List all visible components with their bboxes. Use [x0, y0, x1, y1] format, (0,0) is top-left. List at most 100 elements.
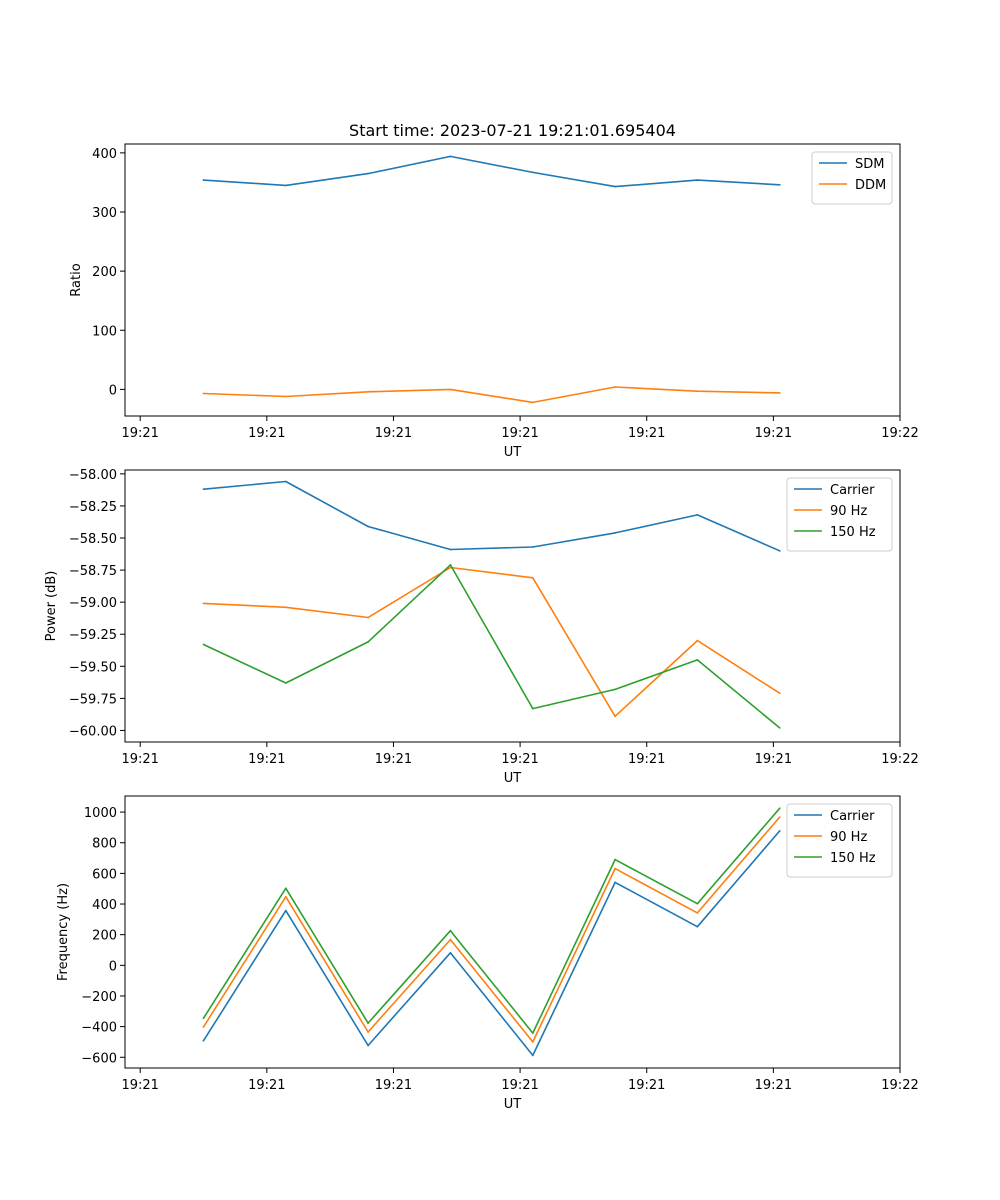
data-point [284, 395, 287, 398]
y-tick-label: 1000 [84, 806, 117, 821]
data-point [449, 388, 452, 391]
data-point [696, 639, 699, 642]
legend-label: 90 Hz [830, 830, 867, 845]
x-tick-label: 19:21 [755, 1078, 792, 1093]
y-tick-label: 200 [92, 265, 117, 280]
x-tick-label: 19:21 [121, 426, 158, 441]
y-tick-label: 200 [92, 929, 117, 944]
data-point [531, 546, 534, 548]
x-tick-label: 19:21 [375, 426, 412, 441]
data-point [614, 386, 616, 388]
series-line-carrier [202, 830, 781, 1057]
series-line-90-hz [203, 566, 781, 718]
subplot-1: 19:21 19:21 19:21 19:21 19:21 19:21 19:22 0 100 2… [69, 143, 919, 460]
legend-label: Carrier [830, 809, 875, 824]
y-tick-label: −59.50 [69, 660, 117, 675]
data-point [778, 392, 781, 394]
data-point [367, 390, 370, 393]
data-point [449, 929, 452, 932]
x-tick-label: 19:21 [755, 426, 792, 441]
y-tick-label: −200 [81, 990, 117, 1005]
y-tick-label: −59.25 [69, 628, 117, 643]
data-point [202, 179, 205, 181]
data-point [531, 1054, 534, 1057]
y-tick-label: 100 [92, 324, 117, 339]
data-point [284, 887, 287, 890]
y-axis-label: Power (dB) [44, 571, 59, 642]
data-point [614, 858, 616, 861]
data-point [531, 1041, 534, 1043]
x-tick-label: 19:21 [628, 426, 665, 441]
x-tick-label: 19:22 [881, 1078, 918, 1093]
x-tick-label: 19:21 [248, 752, 285, 767]
data-point [778, 692, 781, 695]
data-point [531, 401, 534, 404]
x-tick-label: 19:21 [121, 1078, 158, 1093]
subplots: 19:21 19:21 19:21 19:21 19:21 19:21 19:22 0 100 2… [44, 143, 919, 1112]
data-point [284, 895, 287, 898]
x-tick-label: 19:21 [121, 752, 158, 767]
legend-box [786, 477, 893, 552]
legend-label: 150 Hz [830, 525, 876, 540]
subplot-3: 19:21 19:21 19:21 19:21 19:21 19:21 19:22 −600 −… [56, 795, 919, 1112]
y-axis-label: Ratio [69, 263, 84, 296]
series-line-90-hz [202, 816, 781, 1043]
data-point [202, 392, 205, 395]
data-point [284, 606, 287, 609]
data-point [778, 816, 781, 819]
y-tick-label: −60.00 [69, 724, 117, 739]
data-point [531, 707, 534, 710]
y-tick-label: −600 [81, 1051, 117, 1066]
data-point [531, 576, 534, 579]
data-point [696, 925, 699, 928]
legend: Carrier 90 Hz 150 Hz [786, 803, 893, 878]
x-tick-label: 19:22 [881, 426, 918, 441]
y-tick-label: 600 [92, 867, 117, 882]
data-point [614, 881, 616, 884]
legend-box [811, 151, 893, 205]
y-axis-label: Frequency (Hz) [56, 883, 71, 981]
y-tick-label: −400 [81, 1021, 117, 1036]
data-point [284, 682, 287, 684]
data-point [696, 912, 699, 914]
data-point [696, 902, 699, 905]
y-tick-label: 400 [92, 147, 117, 162]
data-point [778, 807, 781, 810]
x-tick-label: 19:21 [375, 752, 412, 767]
x-tick-label: 19:21 [628, 752, 665, 767]
data-point [696, 514, 699, 516]
series-line-sdm [203, 155, 780, 188]
data-point [367, 616, 370, 619]
figure-title: Start time: 2023-07-21 19:21:01.695404 [349, 121, 676, 140]
series-line-ddm [203, 386, 780, 404]
series-line-150-hz [203, 564, 781, 729]
data-point [449, 548, 452, 551]
data-point [202, 643, 205, 646]
x-tick-label: 19:21 [248, 426, 285, 441]
data-point [449, 951, 452, 954]
x-tick-label: 19:21 [375, 1078, 412, 1093]
data-point [202, 1026, 205, 1028]
x-tick-label: 19:21 [248, 1078, 285, 1093]
data-point [614, 531, 616, 534]
y-tick-label: 300 [92, 206, 117, 221]
data-point [367, 1044, 370, 1047]
axes-frame [124, 795, 901, 1069]
data-point [449, 564, 452, 566]
data-point [449, 938, 452, 941]
data-point [778, 549, 781, 552]
data-point [449, 155, 452, 158]
data-point [614, 185, 616, 188]
series-line-150-hz [202, 807, 781, 1034]
y-tick-label: −58.75 [69, 564, 117, 579]
x-tick-label: 19:21 [501, 426, 538, 441]
legend-box [786, 803, 893, 878]
data-point [614, 688, 616, 691]
x-tick-label: 19:21 [755, 752, 792, 767]
legend-label: 150 Hz [830, 851, 876, 866]
data-point [202, 1017, 205, 1020]
legend-label: DDM [855, 178, 886, 193]
data-point [202, 488, 205, 491]
data-point [367, 525, 370, 528]
data-point [614, 867, 616, 870]
